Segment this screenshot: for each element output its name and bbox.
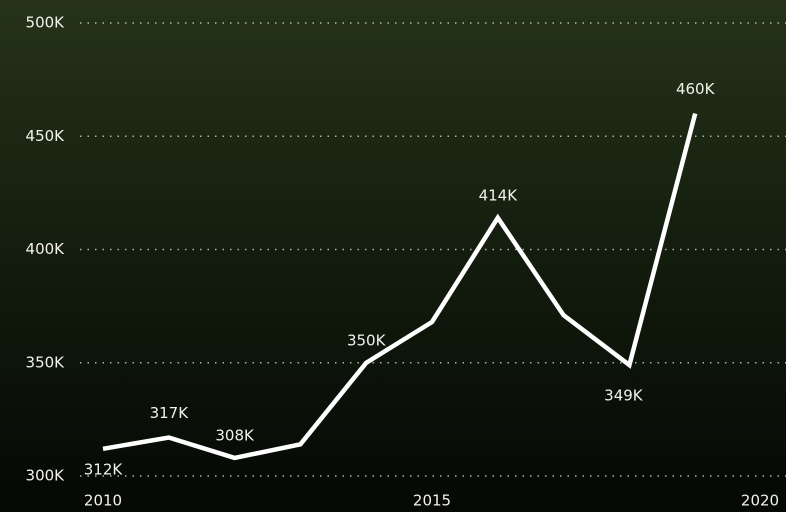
data-label: 312K xyxy=(84,460,124,478)
y-tick-label: 300K xyxy=(26,467,66,485)
y-tick-label: 350K xyxy=(26,353,66,371)
data-label: 414K xyxy=(479,186,519,204)
y-tick-label: 500K xyxy=(26,14,66,32)
line-series xyxy=(102,113,698,461)
y-tick-label: 450K xyxy=(26,127,66,145)
data-label: 308K xyxy=(215,426,255,444)
data-label: 349K xyxy=(604,387,644,405)
x-tick-label: 2010 xyxy=(84,492,122,510)
x-tick-label: 2015 xyxy=(413,492,451,510)
y-tick-label: 400K xyxy=(26,240,66,258)
data-label: 460K xyxy=(676,80,716,98)
data-label: 317K xyxy=(150,404,190,422)
x-tick-label: 2020 xyxy=(741,492,779,510)
data-label: 350K xyxy=(347,331,387,349)
